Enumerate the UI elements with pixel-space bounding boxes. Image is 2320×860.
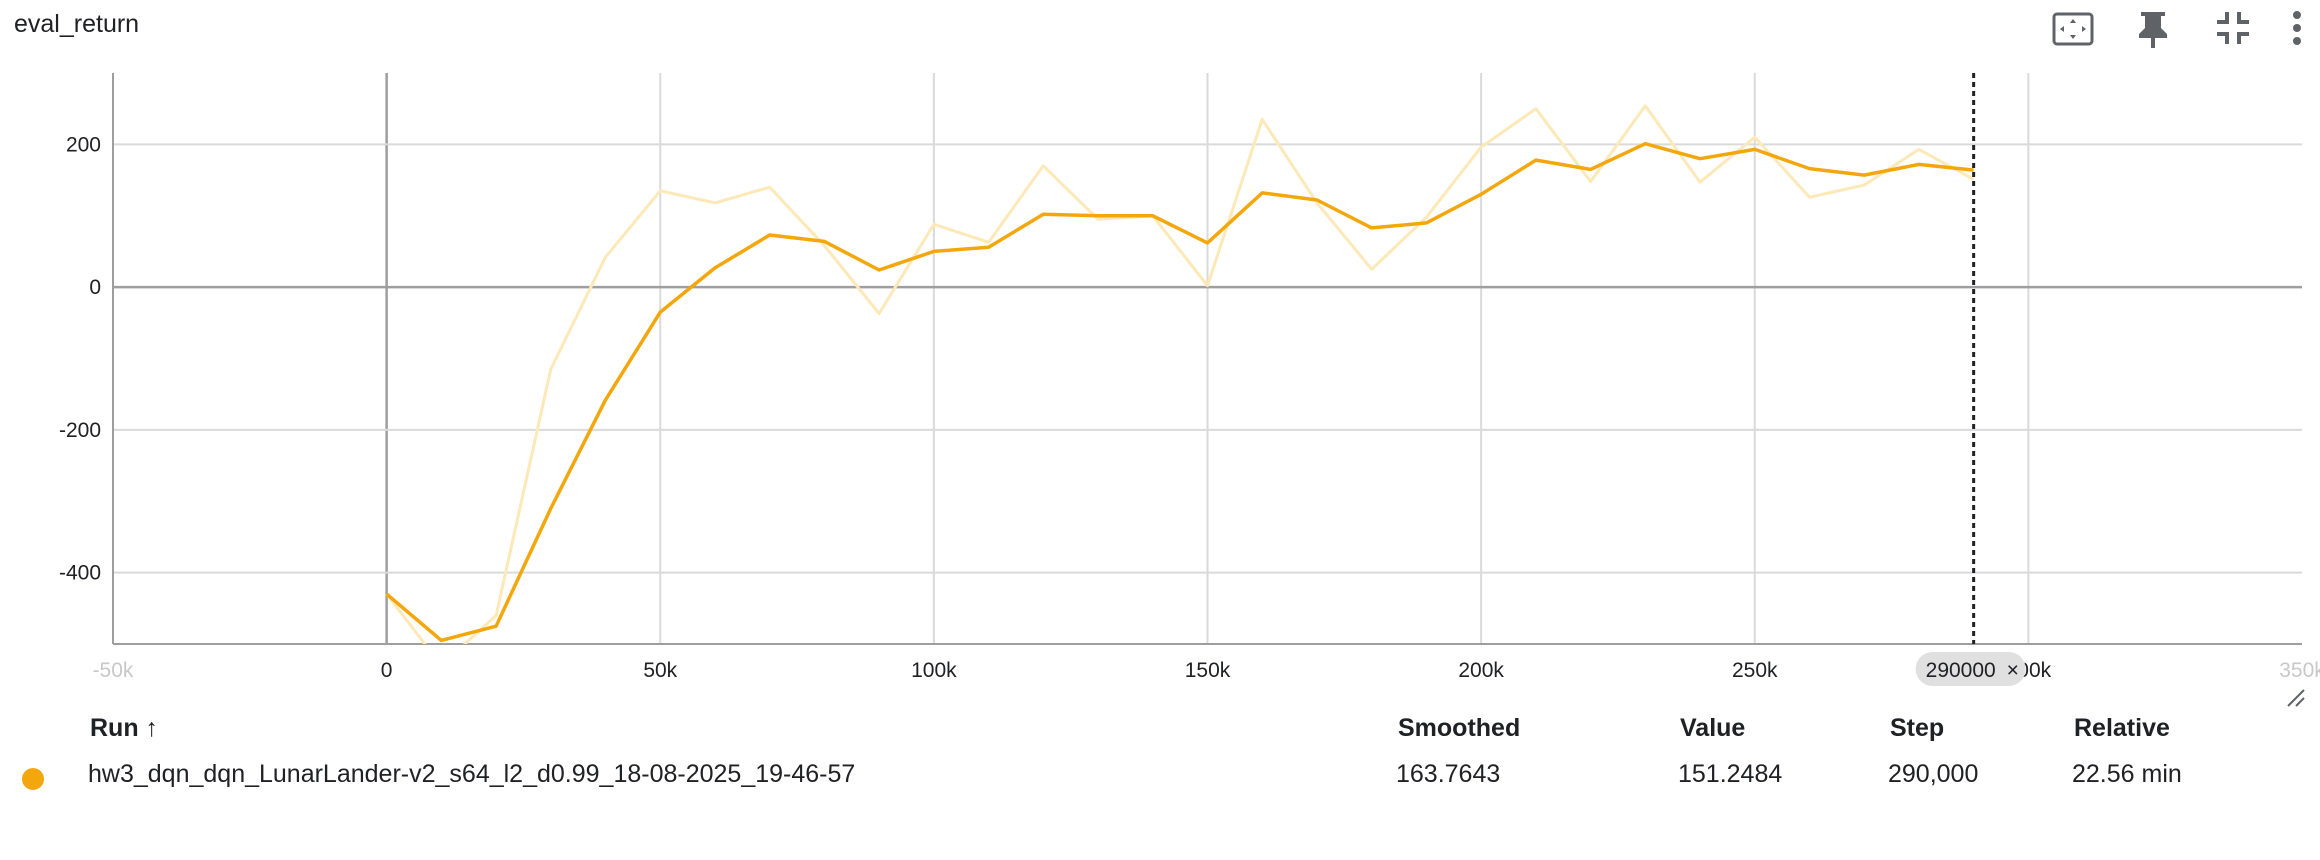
run-relative: 22.56 min (2072, 760, 2182, 788)
header-run[interactable]: Run ↑ (90, 714, 159, 742)
run-smoothed: 163.7643 (1396, 760, 1501, 788)
y-tick-label: -400 (59, 562, 101, 585)
x-tick-label: 100k (911, 659, 957, 682)
raw-series-line (385, 104, 1975, 644)
hover-step-label: 290000 (1926, 659, 1996, 682)
x-tick-label: -50k (93, 659, 134, 682)
x-tick-label: 200k (1458, 659, 1504, 682)
header-relative[interactable]: Relative (2074, 714, 2170, 742)
x-tick-label: 250k (1732, 659, 1778, 682)
smoothed-series-line (385, 141, 1974, 643)
axes (112, 73, 2302, 645)
y-tick-label: 0 (89, 276, 101, 299)
collapse-icon (2217, 12, 2249, 44)
header-step[interactable]: Step (1890, 714, 1945, 742)
card-toolbar (2020, 0, 2320, 56)
x-tick-label: 150k (1185, 659, 1231, 682)
collapse-button[interactable] (2206, 4, 2260, 52)
header-smoothed[interactable]: Smoothed (1398, 714, 1521, 742)
tick-labels: -50k 0 50k 100k 150k 200k 250k 300k 350k-400-200… (59, 133, 2320, 682)
fit-domain-button[interactable] (2046, 4, 2100, 52)
hover-close-icon: × (2007, 659, 2019, 682)
run-value: 151.2484 (1678, 760, 1783, 788)
hover-step-chip-bg (1915, 652, 2026, 686)
y-tick-label: 200 (66, 133, 101, 156)
x-tick-label: 0 (381, 659, 393, 682)
series-lines (385, 104, 1975, 644)
x-tick-label: 50k (643, 659, 677, 682)
grid-lines (113, 73, 2302, 644)
header-value[interactable]: Value (1680, 714, 1746, 742)
line-chart[interactable]: -50k 0 50k 100k 150k 200k 250k 300k 350k-400-200… (0, 60, 2320, 700)
card-title: eval_return (14, 10, 140, 38)
more-options-button[interactable] (2280, 4, 2314, 52)
run-name: hw3_dqn_dqn_LunarLander-v2_s64_l2_d0.99_… (88, 760, 856, 788)
pin-icon (2139, 12, 2167, 48)
pin-button[interactable] (2126, 4, 2180, 52)
run-color-swatch (22, 768, 44, 790)
y-tick-label: -200 (59, 419, 101, 442)
hover-step-chip: 290000 × (1915, 652, 2026, 686)
run-step: 290,000 (1888, 760, 1979, 788)
resize-handle-icon[interactable] (2284, 686, 2306, 708)
hover-marker: 290000 × (1915, 73, 2026, 686)
fit-domain-icon (2052, 12, 2094, 46)
more-vert-icon (2293, 11, 2301, 45)
x-tick-label: 350k (2279, 659, 2320, 682)
